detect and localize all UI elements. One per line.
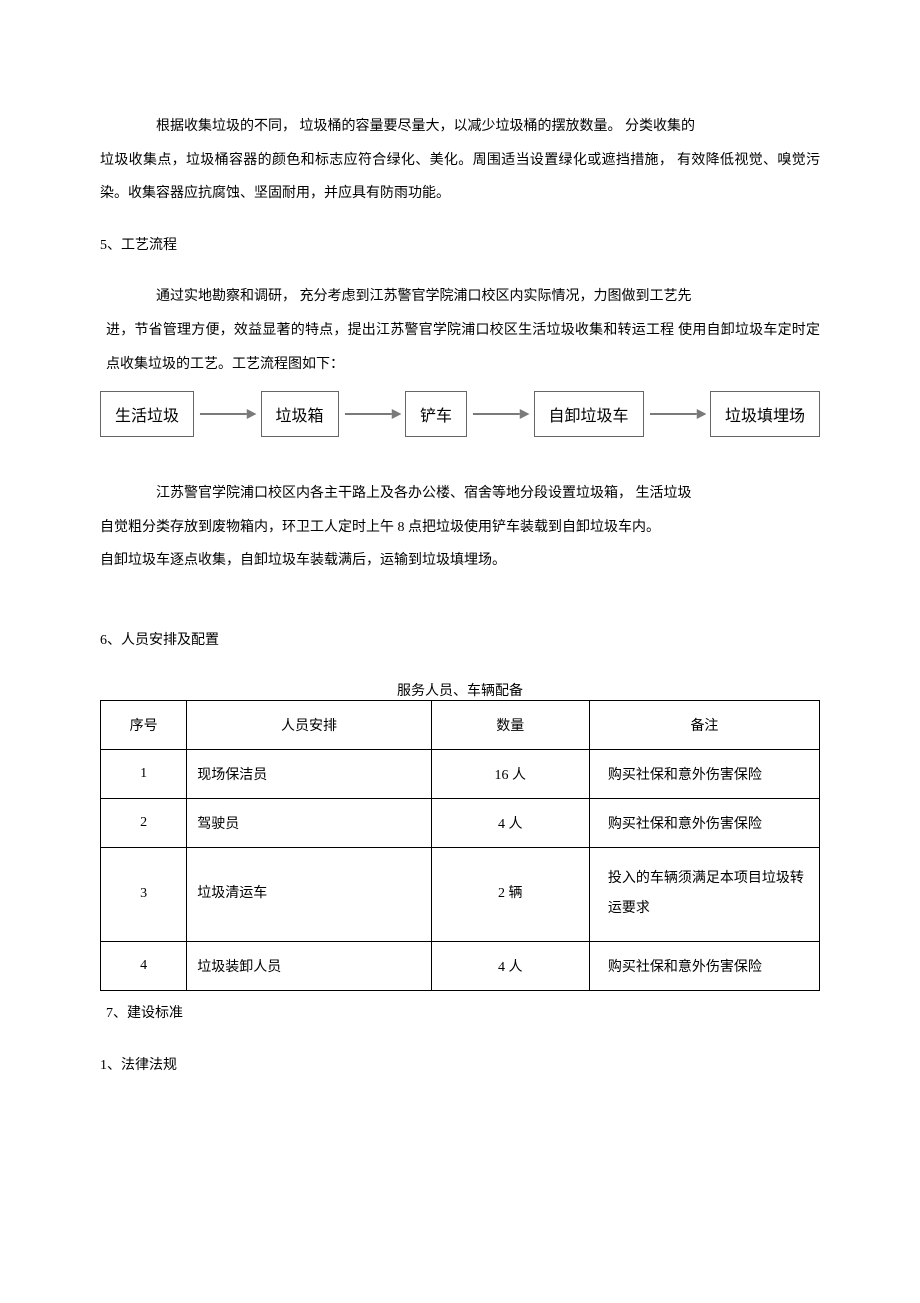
cell: 4 人 bbox=[431, 942, 589, 991]
flow-node-3: 铲车 bbox=[405, 391, 467, 437]
col-header-1: 人员安排 bbox=[187, 700, 431, 749]
flow-arrow-icon bbox=[198, 407, 256, 421]
flow-arrow-icon bbox=[471, 407, 529, 421]
flow-node-1: 生活垃圾 bbox=[100, 391, 194, 437]
para2-line1: 通过实地勘察和调研， 充分考虑到江苏警官学院浦口校区内实际情况，力图做到工艺先 bbox=[128, 280, 820, 314]
cell: 购买社保和意外伤害保险 bbox=[589, 942, 819, 991]
heading-6: 6、人员安排及配置 bbox=[100, 624, 820, 658]
col-header-0: 序号 bbox=[101, 700, 187, 749]
cell: 垃圾装卸人员 bbox=[187, 942, 431, 991]
subheading-1: 1、法律法规 bbox=[100, 1049, 820, 1083]
flow-arrow-icon bbox=[648, 407, 706, 421]
cell: 4 bbox=[101, 942, 187, 991]
para3-line1: 江苏警官学院浦口校区内各主干路上及各办公楼、宿舍等地分段设置垃圾箱， 生活垃圾 bbox=[128, 477, 820, 511]
flow-node-4: 自卸垃圾车 bbox=[534, 391, 644, 437]
process-flowchart: 生活垃圾 垃圾箱 铲车 自卸垃圾车 垃圾填埋场 bbox=[100, 391, 820, 437]
cell: 垃圾清运车 bbox=[187, 847, 431, 942]
col-header-2: 数量 bbox=[431, 700, 589, 749]
para2-rest: 进，节省管理方便，效益显著的特点，提出江苏警官学院浦口校区生活垃圾收集和转运工程… bbox=[106, 314, 820, 381]
para1-rest: 垃圾收集点，垃圾桶容器的颜色和标志应符合绿化、美化。周围适当设置绿化或遮挡措施，… bbox=[100, 144, 820, 211]
cell: 3 bbox=[101, 847, 187, 942]
personnel-table: 序号 人员安排 数量 备注 1 现场保洁员 16 人 购买社保和意外伤害保险 2… bbox=[100, 700, 820, 992]
cell: 驾驶员 bbox=[187, 798, 431, 847]
flow-node-2: 垃圾箱 bbox=[261, 391, 339, 437]
table-row: 1 现场保洁员 16 人 购买社保和意外伤害保险 bbox=[101, 749, 820, 798]
para1-line1: 根据收集垃圾的不同， 垃圾桶的容量要尽量大，以减少垃圾桶的摆放数量。 分类收集的 bbox=[128, 110, 820, 144]
cell: 2 bbox=[101, 798, 187, 847]
table-caption: 服务人员、车辆配备 bbox=[100, 680, 820, 700]
table-row: 2 驾驶员 4 人 购买社保和意外伤害保险 bbox=[101, 798, 820, 847]
cell: 购买社保和意外伤害保险 bbox=[589, 798, 819, 847]
cell: 2 辆 bbox=[431, 847, 589, 942]
para3-line2: 自觉粗分类存放到废物箱内，环卫工人定时上午 8 点把垃圾使用铲车装载到自卸垃圾车… bbox=[100, 511, 820, 545]
heading-5: 5、工艺流程 bbox=[100, 229, 820, 263]
cell: 16 人 bbox=[431, 749, 589, 798]
heading-7: 7、建设标准 bbox=[106, 997, 820, 1031]
table-header-row: 序号 人员安排 数量 备注 bbox=[101, 700, 820, 749]
para3-line3: 自卸垃圾车逐点收集，自卸垃圾车装载满后，运输到垃圾填埋场。 bbox=[100, 544, 820, 578]
cell: 4 人 bbox=[431, 798, 589, 847]
flow-node-5: 垃圾填埋场 bbox=[710, 391, 820, 437]
table-row: 3 垃圾清运车 2 辆 投入的车辆须满足本项目垃圾转运要求 bbox=[101, 847, 820, 942]
col-header-3: 备注 bbox=[589, 700, 819, 749]
flow-arrow-icon bbox=[343, 407, 401, 421]
cell: 现场保洁员 bbox=[187, 749, 431, 798]
cell: 购买社保和意外伤害保险 bbox=[589, 749, 819, 798]
cell: 1 bbox=[101, 749, 187, 798]
cell: 投入的车辆须满足本项目垃圾转运要求 bbox=[589, 847, 819, 942]
table-row: 4 垃圾装卸人员 4 人 购买社保和意外伤害保险 bbox=[101, 942, 820, 991]
